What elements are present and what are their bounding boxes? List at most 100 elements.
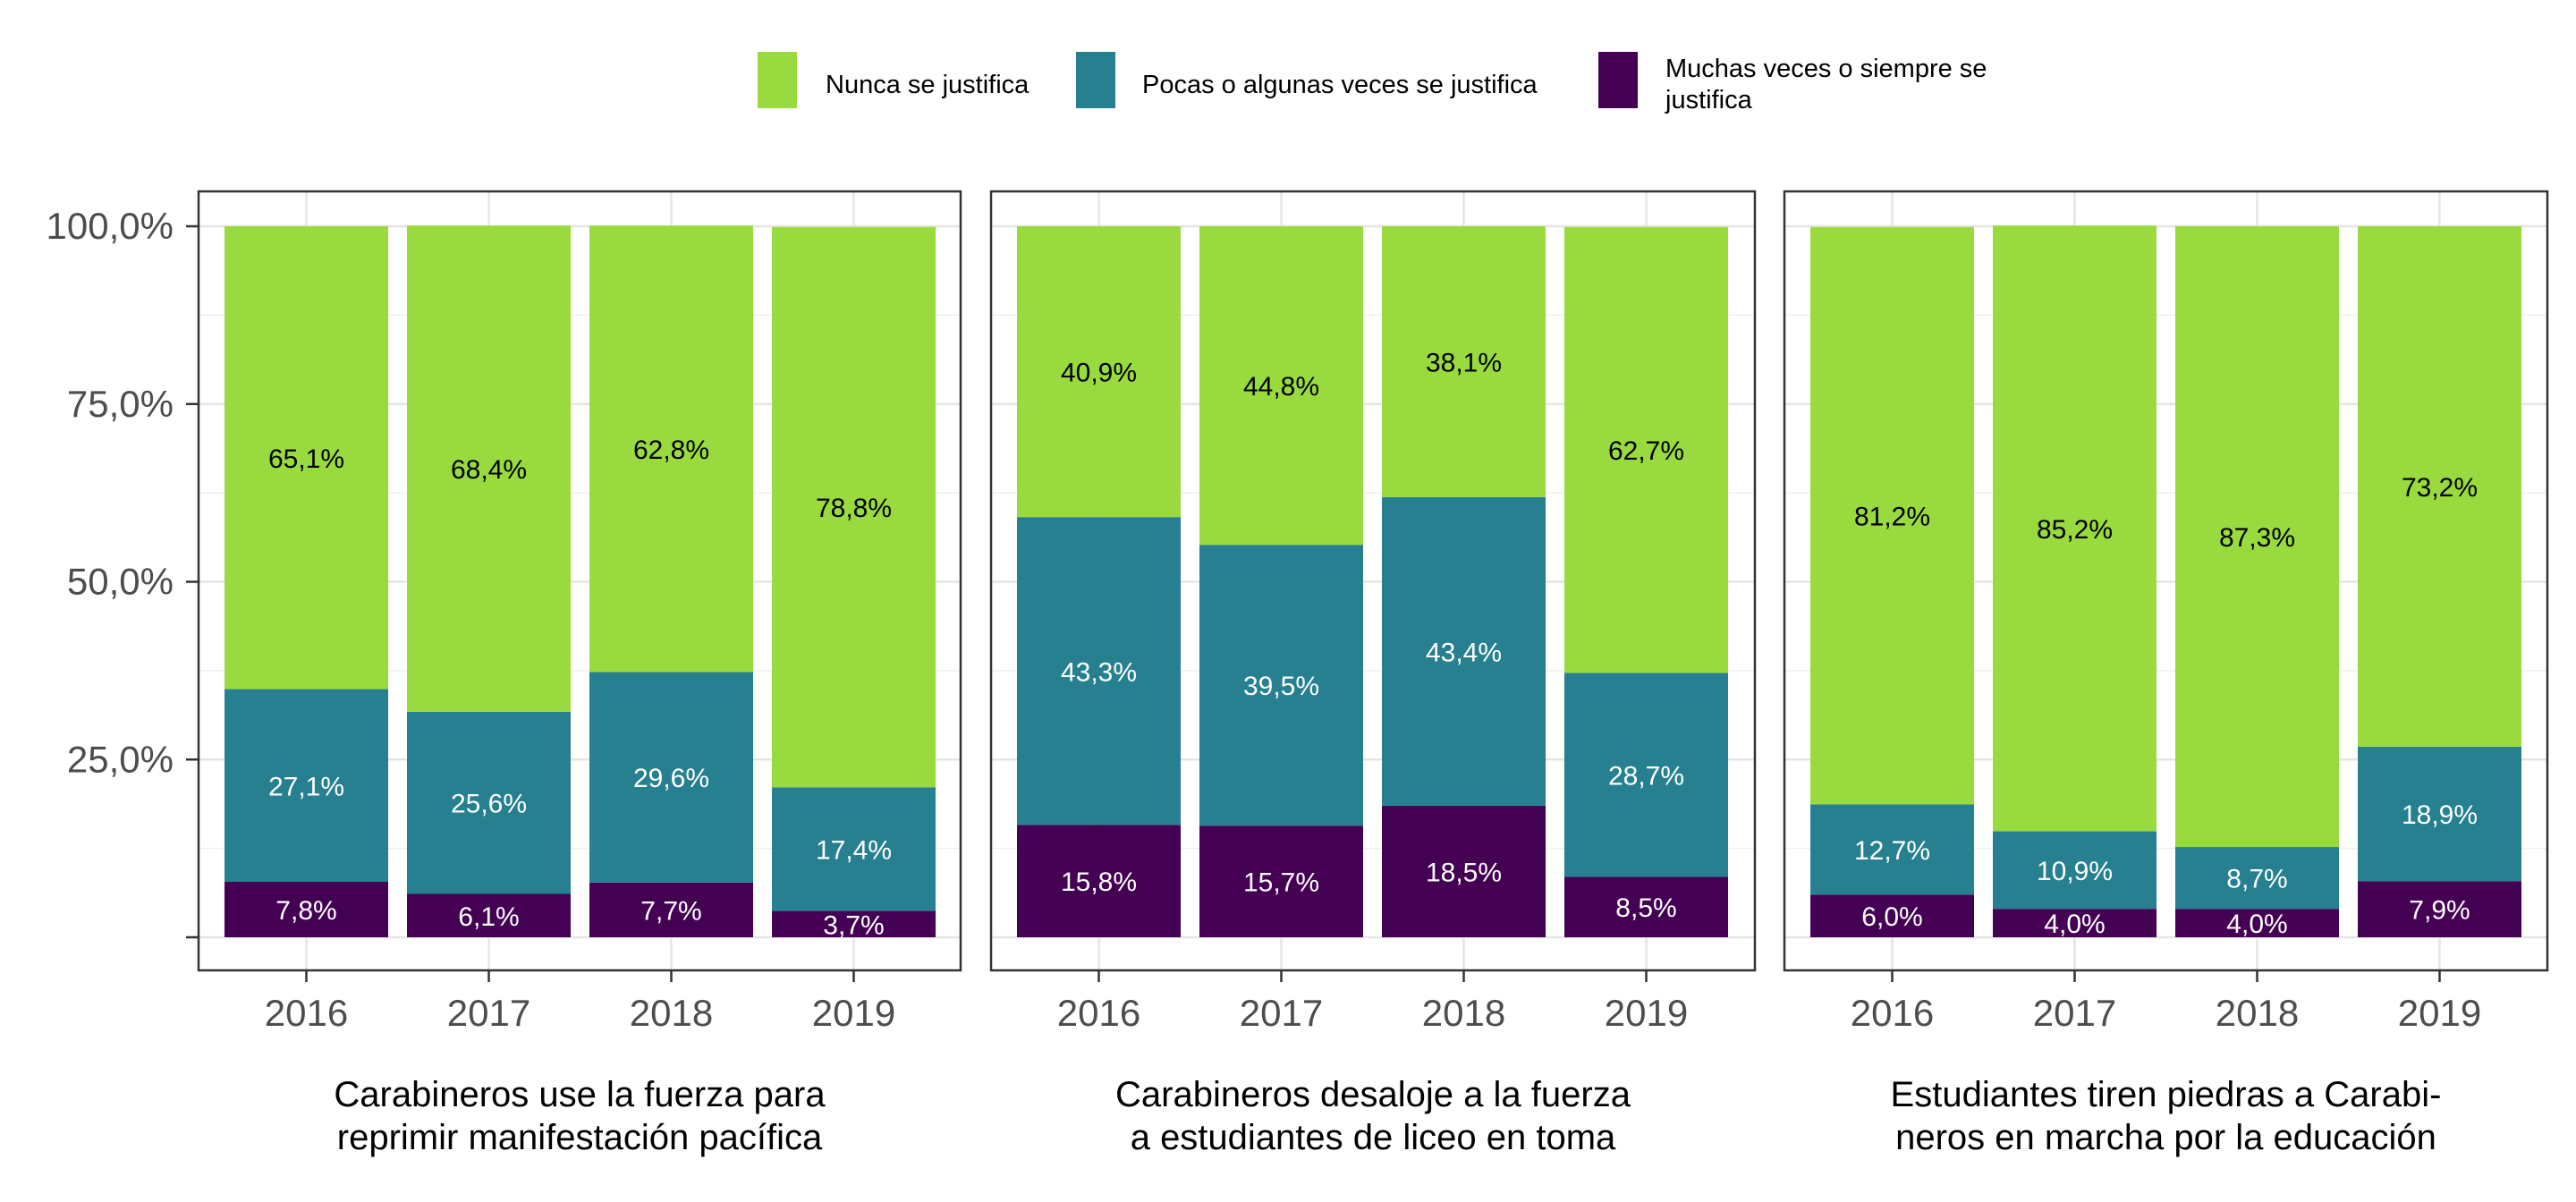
data-label: 81,2% <box>1854 503 1930 532</box>
legend-swatch <box>1598 52 1638 108</box>
data-label: 4,0% <box>2044 910 2105 939</box>
bar-segment <box>2358 226 2521 747</box>
bar-segment <box>1810 804 1974 895</box>
panel-border <box>197 190 962 972</box>
data-label: 8,5% <box>1615 893 1676 923</box>
data-label: 7,7% <box>640 896 701 926</box>
bar-segment <box>1199 545 1363 826</box>
data-label: 18,9% <box>2402 800 2478 830</box>
x-tick-label: 2017 <box>2033 992 2116 1034</box>
legend-label: Pocas o algunas veces se justifica <box>1142 71 1538 99</box>
bar-segment <box>1017 825 1181 937</box>
legend-swatch <box>758 52 797 108</box>
y-axis: 25,0% 50,0% 75,0% 100,0% <box>47 205 199 939</box>
bar-segment <box>225 881 388 937</box>
data-label: 28,7% <box>1608 761 1684 791</box>
bar-segment <box>1382 226 1546 497</box>
data-label: 38,1% <box>1426 348 1502 377</box>
legend-label: Nunca se justifica <box>826 71 1030 99</box>
bar-segment <box>407 225 571 712</box>
panel-caption: Carabineros use la fuerza para <box>334 1075 826 1114</box>
data-label: 18,5% <box>1426 858 1502 887</box>
bar-segment <box>225 689 388 882</box>
x-tick-label: 2019 <box>2398 992 2481 1034</box>
data-label: 15,8% <box>1061 868 1137 897</box>
bar-segment <box>589 225 753 673</box>
bar-segment <box>2175 226 2339 848</box>
bar-segment <box>1017 226 1181 518</box>
bar-segment <box>772 787 936 911</box>
panels: 7,8% 27,1% 65,1% 2016 6,1% 25,6% 68,4% 2017 7,7%… <box>197 190 2549 1157</box>
bar-segment <box>589 882 753 937</box>
x-tick-label: 2019 <box>1605 992 1688 1034</box>
panel-caption: Carabineros desaloje a la fuerza <box>1115 1075 1631 1114</box>
data-label: 6,1% <box>458 902 519 932</box>
data-label: 10,9% <box>2037 857 2113 886</box>
bar-segment <box>1382 805 1546 937</box>
data-label: 39,5% <box>1243 672 1319 701</box>
panel-caption: reprimir manifestación pacífica <box>337 1118 823 1157</box>
data-label: 27,1% <box>268 772 344 801</box>
x-tick-label: 2018 <box>1422 992 1505 1034</box>
bar-segment <box>1017 517 1181 825</box>
data-label: 68,4% <box>451 455 527 485</box>
x-tick-label: 2016 <box>265 992 348 1034</box>
data-label: 15,7% <box>1243 868 1319 898</box>
bar-segment <box>1993 909 2157 937</box>
x-tick-label: 2018 <box>2216 992 2299 1034</box>
bar-segment <box>2175 847 2339 910</box>
data-label: 4,0% <box>2226 910 2287 939</box>
data-label: 73,2% <box>2402 473 2478 503</box>
x-tick-label: 2016 <box>1057 992 1140 1034</box>
data-label: 8,7% <box>2226 865 2287 894</box>
data-label: 43,4% <box>1426 638 1502 667</box>
bar-segment <box>1810 894 1974 937</box>
bar-segment <box>407 893 571 937</box>
y-tick-label: 75,0% <box>67 383 174 425</box>
bar-segment <box>225 226 388 690</box>
legend-label: justifica <box>1665 86 1753 114</box>
y-tick-label: 50,0% <box>67 561 174 603</box>
panel-border <box>989 190 1757 972</box>
bar-segment <box>1199 226 1363 546</box>
panel-border <box>1783 190 2549 972</box>
data-label: 7,9% <box>2409 896 2470 926</box>
data-label: 29,6% <box>633 764 709 793</box>
legend: Nunca se justifica Pocas o algunas veces … <box>758 52 1987 114</box>
data-label: 62,8% <box>633 436 709 465</box>
y-tick-label: 100,0% <box>47 205 174 247</box>
bar-segment <box>1993 831 2157 910</box>
x-tick-label: 2017 <box>1240 992 1323 1034</box>
panel: 7,8% 27,1% 65,1% 2016 6,1% 25,6% 68,4% 2017 7,7%… <box>197 190 962 1157</box>
data-label: 87,3% <box>2219 523 2295 553</box>
panel-caption: Estudiantes tiren piedras a Carabi- <box>1891 1075 2442 1114</box>
legend-label: Muchas veces o siempre se <box>1665 55 1987 83</box>
data-label: 40,9% <box>1061 359 1137 388</box>
bar-segment <box>589 672 753 883</box>
data-label: 25,6% <box>451 790 527 819</box>
data-label: 12,7% <box>1854 836 1930 866</box>
x-tick-label: 2018 <box>630 992 713 1034</box>
bar-segment <box>772 226 936 788</box>
bar-segment <box>1382 496 1546 806</box>
data-label: 7,8% <box>275 896 336 926</box>
bar-segment <box>1810 226 1974 805</box>
data-label: 3,7% <box>823 910 884 940</box>
data-label: 65,1% <box>268 444 344 474</box>
data-label: 78,8% <box>816 494 892 523</box>
panel: 6,0% 12,7% 81,2% 2016 4,0% 10,9% 85,2% 2017 4,0%… <box>1783 190 2549 1157</box>
bar-segment <box>2358 746 2521 882</box>
bar-segment <box>2358 881 2521 937</box>
bar-segment <box>772 910 936 937</box>
y-tick-label: 25,0% <box>67 738 174 780</box>
data-label: 62,7% <box>1608 436 1684 466</box>
panel-caption: a estudiantes de liceo en toma <box>1131 1118 1616 1157</box>
data-label: 44,8% <box>1243 372 1319 402</box>
bar-segment <box>407 711 571 894</box>
panel-caption: neros en marcha por la educación <box>1895 1118 2436 1157</box>
bar-segment <box>1993 225 2157 832</box>
data-label: 43,3% <box>1061 657 1137 687</box>
legend-swatch <box>1076 52 1115 108</box>
x-tick-label: 2019 <box>812 992 895 1034</box>
data-label: 6,0% <box>1861 902 1922 932</box>
